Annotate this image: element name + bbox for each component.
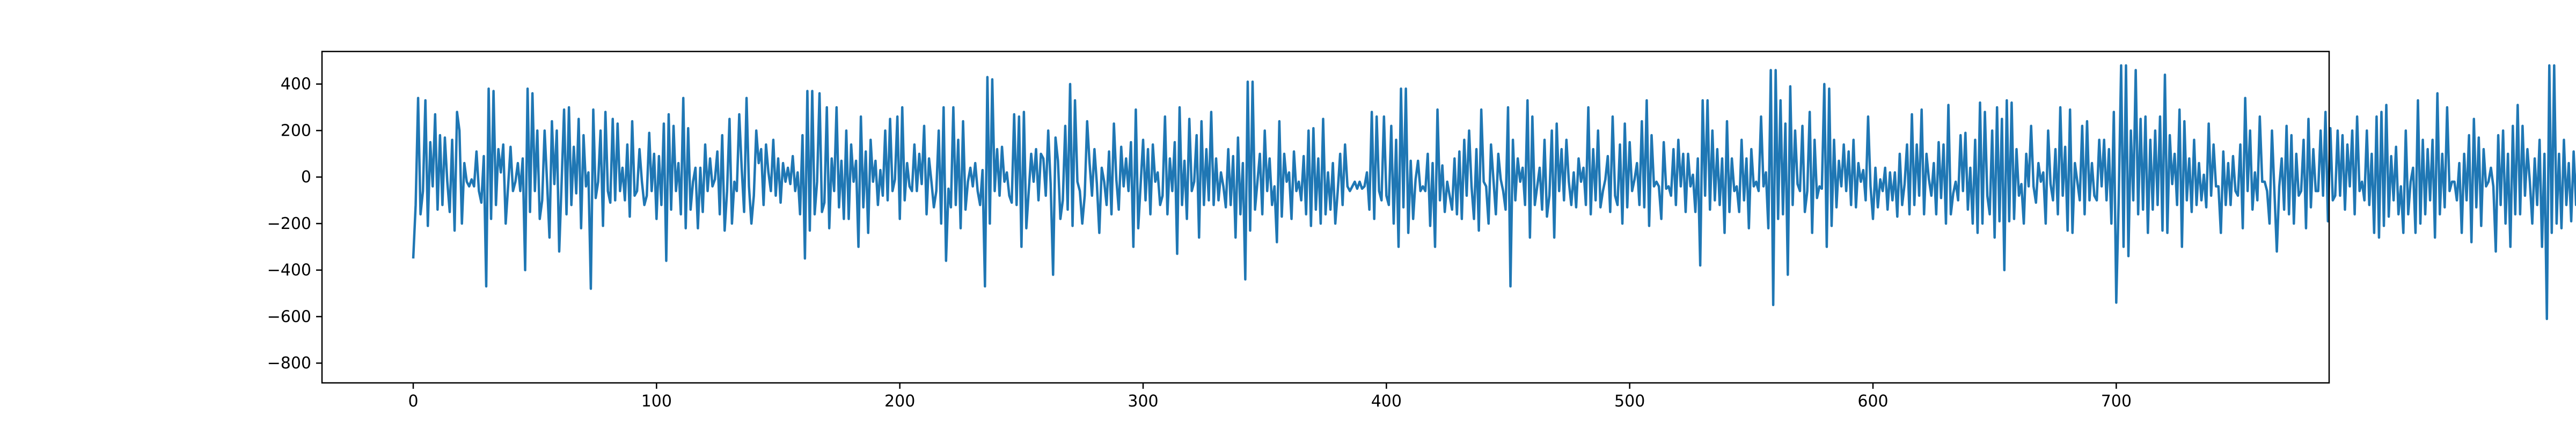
x-tick-label: 600 <box>1857 392 1888 411</box>
y-tick-label: −400 <box>267 261 311 280</box>
y-tick-label: −200 <box>267 214 311 233</box>
x-tick-label: 700 <box>2101 392 2132 411</box>
x-axis: 0 100 200 300 400 500 600 700 <box>408 383 2132 411</box>
x-tick-label: 300 <box>1128 392 1158 411</box>
y-tick-label: 200 <box>281 121 311 140</box>
x-tick-label: 200 <box>884 392 915 411</box>
x-tick-label: 500 <box>1614 392 1645 411</box>
series-line <box>412 64 2576 320</box>
x-tick-label: 400 <box>1371 392 1402 411</box>
plot-area <box>412 64 2576 320</box>
y-tick-label: 0 <box>301 168 311 187</box>
y-tick-label: −800 <box>267 354 311 373</box>
y-tick-label: −600 <box>267 307 311 326</box>
x-tick-label: 100 <box>641 392 672 411</box>
y-axis: −800 −600 −400 −200 0 200 400 <box>267 75 322 373</box>
axes-frame <box>321 50 2330 384</box>
x-tick-label: 0 <box>408 392 418 411</box>
y-tick-label: 400 <box>281 75 311 94</box>
